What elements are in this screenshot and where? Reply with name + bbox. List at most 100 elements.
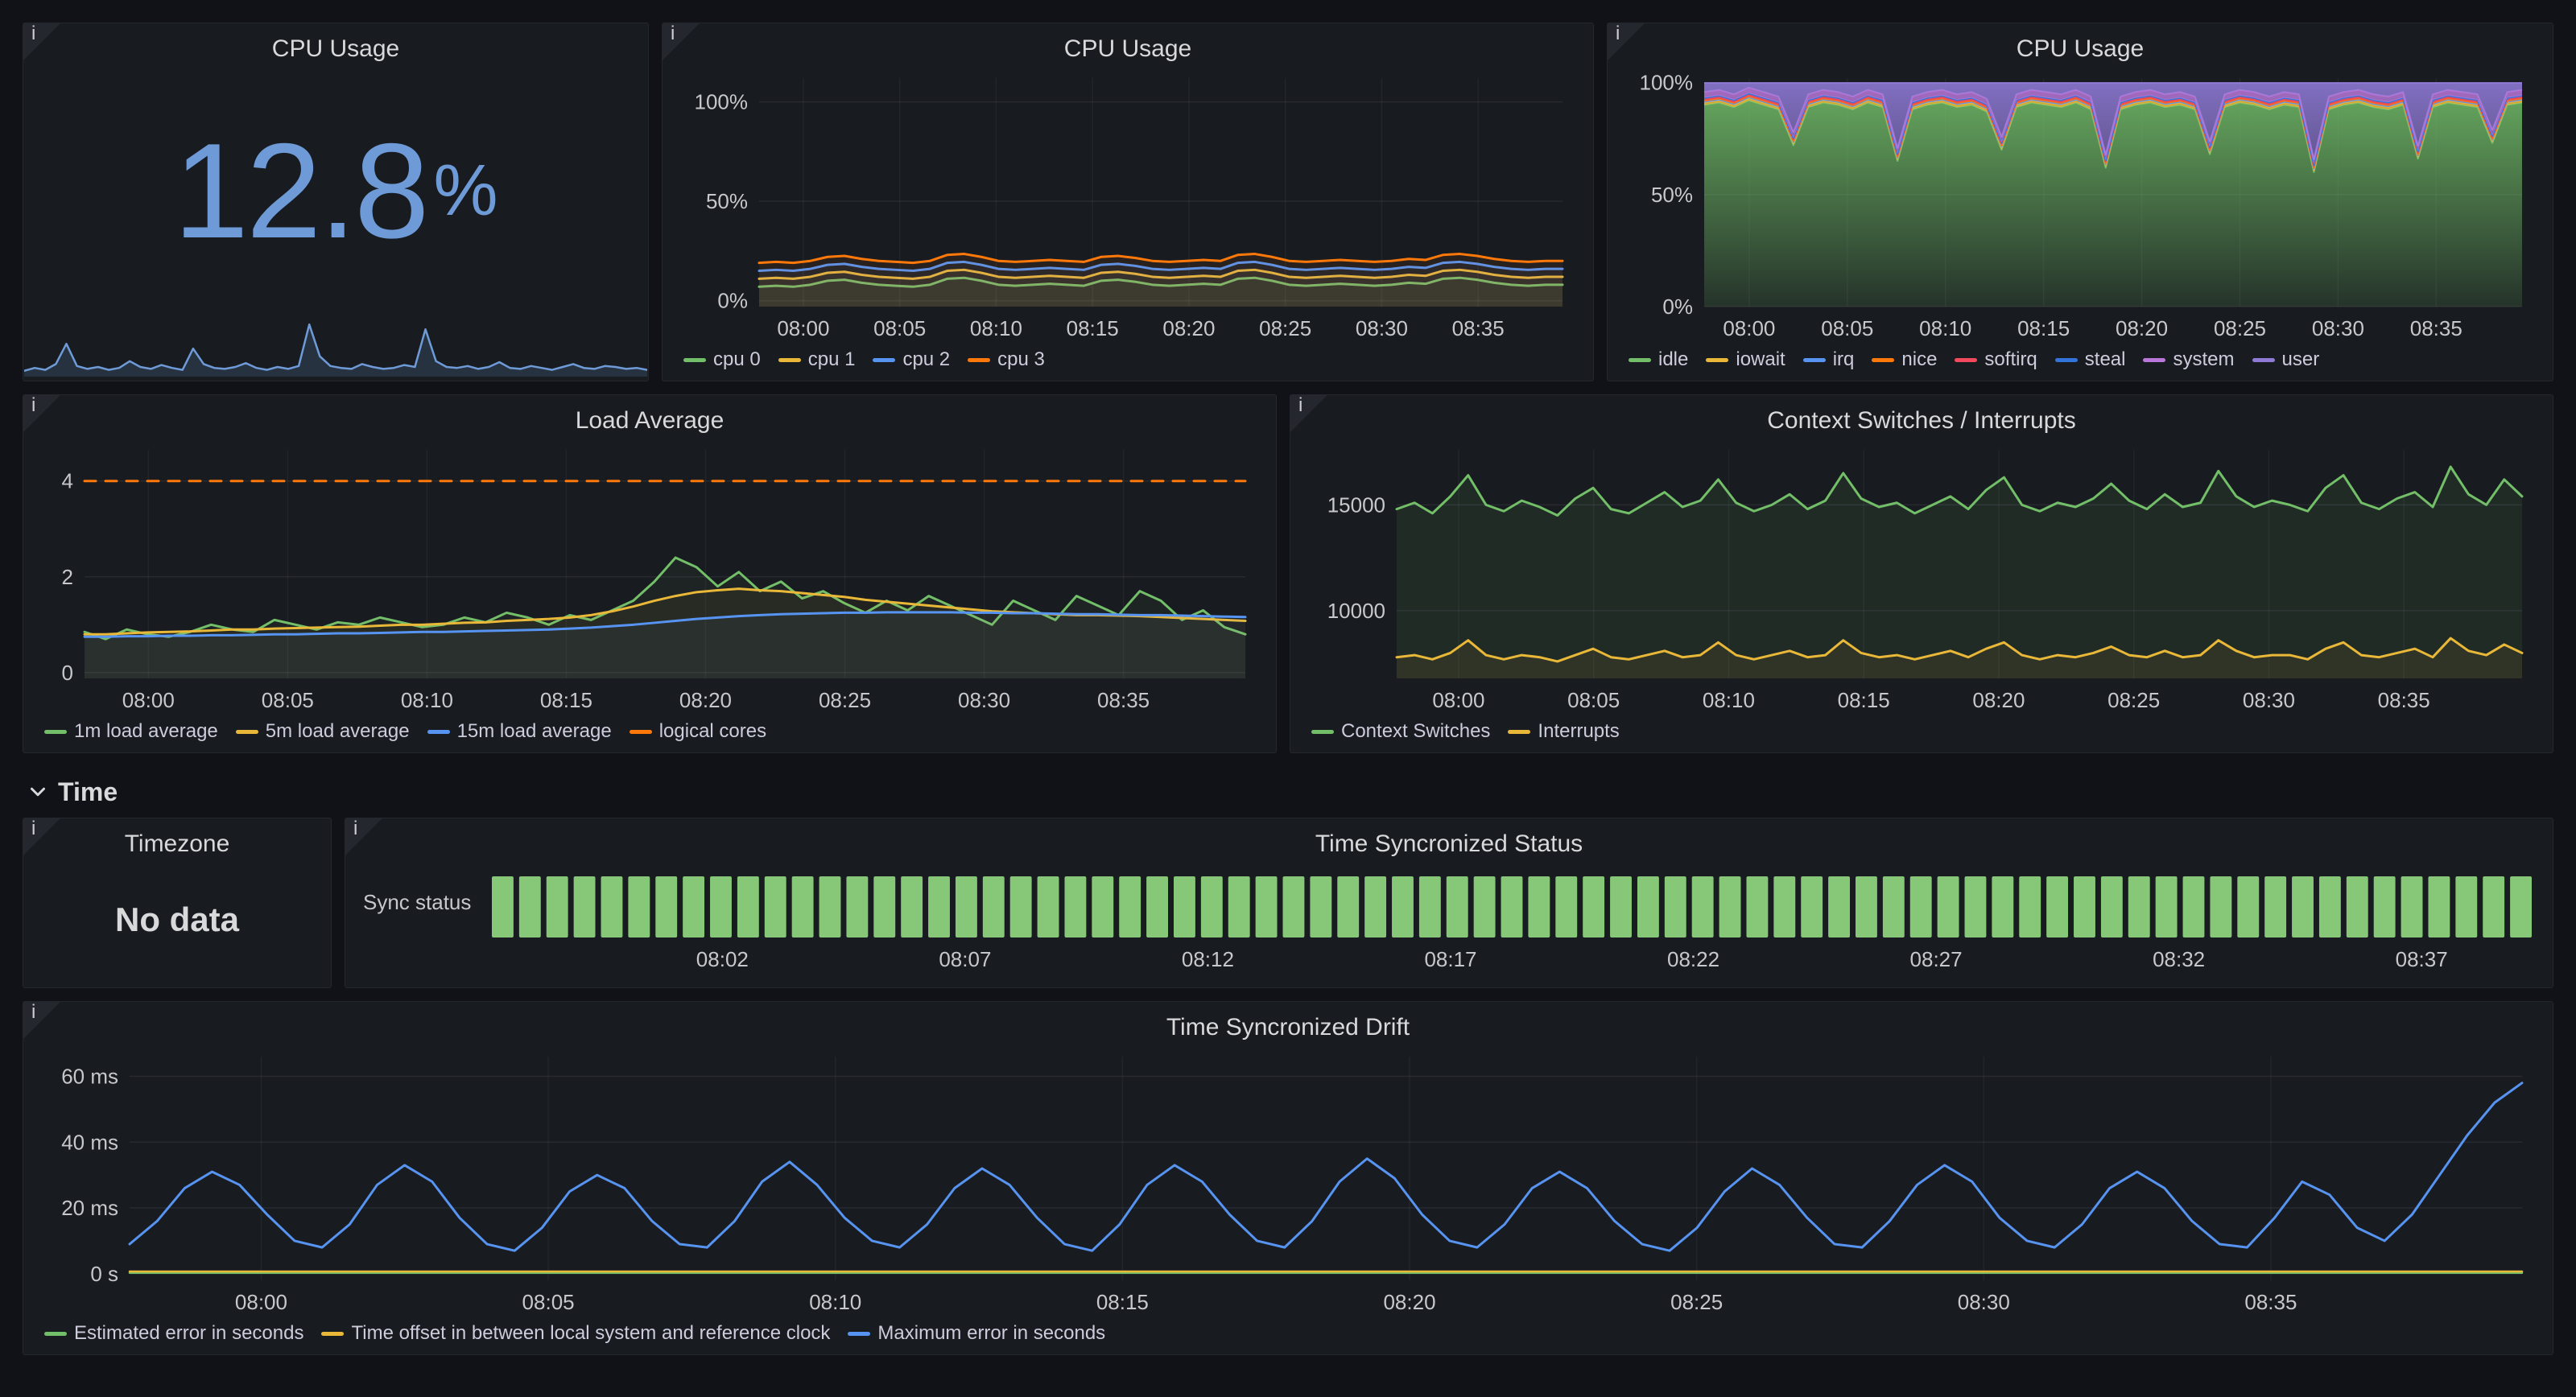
status-bar[interactable]	[1583, 876, 1605, 938]
legend-item[interactable]: cpu 2	[873, 348, 950, 371]
panel-info-icon[interactable]: i	[663, 23, 700, 60]
status-bar[interactable]	[2318, 876, 2341, 938]
status-bar[interactable]	[628, 876, 650, 938]
legend-item[interactable]: cpu 3	[968, 348, 1045, 371]
status-bar[interactable]	[2292, 876, 2314, 938]
legend-item[interactable]: system	[2143, 348, 2235, 371]
legend-item[interactable]: logical cores	[629, 720, 766, 743]
status-bar[interactable]	[1664, 876, 1686, 938]
legend-item[interactable]: 5m load average	[235, 720, 410, 743]
panel-info-icon[interactable]: i	[345, 818, 382, 855]
status-bar[interactable]	[1801, 876, 1823, 938]
status-bar[interactable]	[2401, 876, 2423, 938]
status-bar[interactable]	[982, 876, 1005, 938]
status-bar[interactable]	[2428, 876, 2450, 938]
legend-item[interactable]: iowait	[1706, 348, 1785, 371]
cpu-per-core-chart[interactable]: 08:00 08:05 08:10 08:15 08:20 08:25 08:30 08:35…	[675, 67, 1580, 344]
legend-item[interactable]: 15m load average	[427, 720, 612, 743]
status-bar[interactable]	[819, 876, 841, 938]
status-bar[interactable]	[955, 876, 977, 938]
panel-info-icon[interactable]: i	[23, 1002, 60, 1039]
legend-item[interactable]: idle	[1629, 348, 1688, 371]
status-bar[interactable]	[2483, 876, 2505, 938]
legend-item[interactable]: user	[2252, 348, 2319, 371]
status-bar[interactable]	[2510, 876, 2532, 938]
panel-info-icon[interactable]: i	[23, 23, 60, 60]
status-bar[interactable]	[573, 876, 596, 938]
context-switches-chart[interactable]: 08:00 08:05 08:10 08:15 08:20 08:25 08:30 08:35…	[1303, 439, 2540, 715]
status-bar[interactable]	[1119, 876, 1141, 938]
status-bar[interactable]	[2264, 876, 2287, 938]
status-bar[interactable]	[1282, 876, 1305, 938]
legend-item[interactable]: Time offset in between local system and …	[321, 1322, 830, 1345]
panel-info-icon[interactable]: i	[1608, 23, 1645, 60]
status-bar[interactable]	[1037, 876, 1059, 938]
legend-item[interactable]: Context Switches	[1311, 720, 1490, 743]
legend-item[interactable]: irq	[1802, 348, 1854, 371]
status-bar[interactable]	[1610, 876, 1632, 938]
status-bar[interactable]	[601, 876, 623, 938]
panel-title[interactable]: Time Syncronized Drift	[1166, 1014, 1410, 1041]
status-bar[interactable]	[2074, 876, 2095, 938]
status-bar[interactable]	[1146, 876, 1168, 938]
status-bar[interactable]	[1200, 876, 1223, 938]
status-bar[interactable]	[1746, 876, 1769, 938]
status-bar[interactable]	[2373, 876, 2396, 938]
status-bar[interactable]	[2182, 876, 2205, 938]
status-bar[interactable]	[928, 876, 950, 938]
legend-item[interactable]: Maximum error in seconds	[848, 1322, 1105, 1345]
status-bar[interactable]	[1528, 876, 1550, 938]
status-bar[interactable]	[2455, 876, 2478, 938]
status-bar[interactable]	[683, 876, 705, 938]
status-bar[interactable]	[1446, 876, 1468, 938]
status-bar[interactable]	[2046, 876, 2069, 938]
status-bar[interactable]	[518, 876, 541, 938]
status-bar[interactable]	[2237, 876, 2260, 938]
status-bar[interactable]	[2100, 876, 2123, 938]
status-bar[interactable]	[901, 876, 923, 938]
status-bar[interactable]	[1909, 876, 1932, 938]
panel-info-icon[interactable]: i	[23, 395, 60, 432]
panel-title[interactable]: Context Switches / Interrupts	[1767, 407, 2076, 434]
status-bar[interactable]	[1310, 876, 1332, 938]
legend-item[interactable]: cpu 1	[778, 348, 855, 371]
status-bar[interactable]	[791, 876, 814, 938]
status-bar[interactable]	[1337, 876, 1360, 938]
status-bar[interactable]	[1009, 876, 1032, 938]
section-header-time[interactable]: Time	[26, 774, 2553, 810]
status-bar[interactable]	[546, 876, 568, 938]
status-bar[interactable]	[764, 876, 786, 938]
status-bar[interactable]	[1856, 876, 1877, 938]
status-bar[interactable]	[1937, 876, 1959, 938]
legend-item[interactable]: Interrupts	[1508, 720, 1620, 743]
status-bar[interactable]	[2128, 876, 2150, 938]
legend-item[interactable]: nice	[1872, 348, 1937, 371]
status-bar[interactable]	[1719, 876, 1741, 938]
legend-item[interactable]: softirq	[1955, 348, 2037, 371]
panel-info-icon[interactable]: i	[23, 818, 60, 855]
status-bar[interactable]	[1691, 876, 1714, 938]
status-bar[interactable]	[2155, 876, 2178, 938]
panel-info-icon[interactable]: i	[1290, 395, 1327, 432]
status-bar[interactable]	[1555, 876, 1578, 938]
sync-status-chart[interactable]: 08:02 08:07 08:12 08:17 08:22 08:27 08:32 08:37	[487, 862, 2540, 978]
status-bar[interactable]	[1392, 876, 1414, 938]
status-bar[interactable]	[1637, 876, 1659, 938]
status-bar[interactable]	[2346, 876, 2368, 938]
status-bar[interactable]	[1501, 876, 1523, 938]
status-bar[interactable]	[1092, 876, 1114, 938]
status-bar[interactable]	[2019, 876, 2041, 938]
status-bar[interactable]	[1773, 876, 1796, 938]
panel-title[interactable]: Time Syncronized Status	[1315, 830, 1583, 857]
status-bar[interactable]	[655, 876, 678, 938]
status-bar[interactable]	[1882, 876, 1905, 938]
status-bar[interactable]	[2210, 876, 2232, 938]
legend-item[interactable]: steal	[2054, 348, 2125, 371]
status-bar[interactable]	[1418, 876, 1441, 938]
status-bar[interactable]	[737, 876, 759, 938]
panel-title[interactable]: CPU Usage	[1063, 35, 1192, 62]
legend-item[interactable]: 1m load average	[44, 720, 218, 743]
cpu-by-mode-chart[interactable]: 08:00 08:05 08:10 08:15 08:20 08:25 08:30 08:35…	[1620, 67, 2540, 344]
legend-item[interactable]: cpu 0	[683, 348, 761, 371]
status-bar[interactable]	[1364, 876, 1387, 938]
